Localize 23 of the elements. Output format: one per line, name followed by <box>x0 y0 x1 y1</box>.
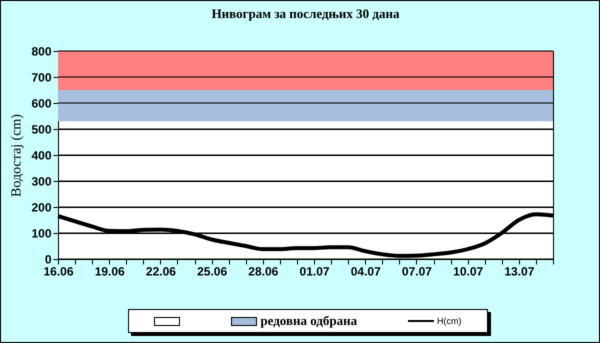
y-tick-label: 800 <box>31 44 52 58</box>
x-tick-label: 13.07 <box>504 264 535 278</box>
x-tick-label: 25.06 <box>197 264 228 278</box>
y-tick-label: 300 <box>31 174 52 188</box>
y-tick-label: 0 <box>44 252 52 266</box>
x-tick-label: 28.06 <box>248 264 279 278</box>
y-axis-title: Водостај (cm) <box>9 114 24 197</box>
y-tick-label: 200 <box>31 200 52 214</box>
x-tick-label: 10.07 <box>453 264 484 278</box>
x-tick-label: 22.06 <box>146 264 176 278</box>
x-tick-label: 07.07 <box>402 264 432 278</box>
y-tick-label: 400 <box>31 148 52 162</box>
y-tick-label: 600 <box>31 96 52 110</box>
legend-label: H(cm) <box>437 316 462 326</box>
x-tick-label: 16.06 <box>43 264 74 278</box>
y-tick-label: 500 <box>31 122 52 136</box>
x-tick-label: 01.07 <box>300 264 330 278</box>
x-tick-label: 19.06 <box>94 264 126 278</box>
y-tick-label: 700 <box>31 70 52 84</box>
legend-label: редовна одбрана <box>260 313 358 329</box>
x-tick-label: 04.07 <box>350 264 382 278</box>
chart-title: Нивограм за последњих 30 дана <box>212 6 400 21</box>
y-tick-label: 100 <box>31 226 52 240</box>
